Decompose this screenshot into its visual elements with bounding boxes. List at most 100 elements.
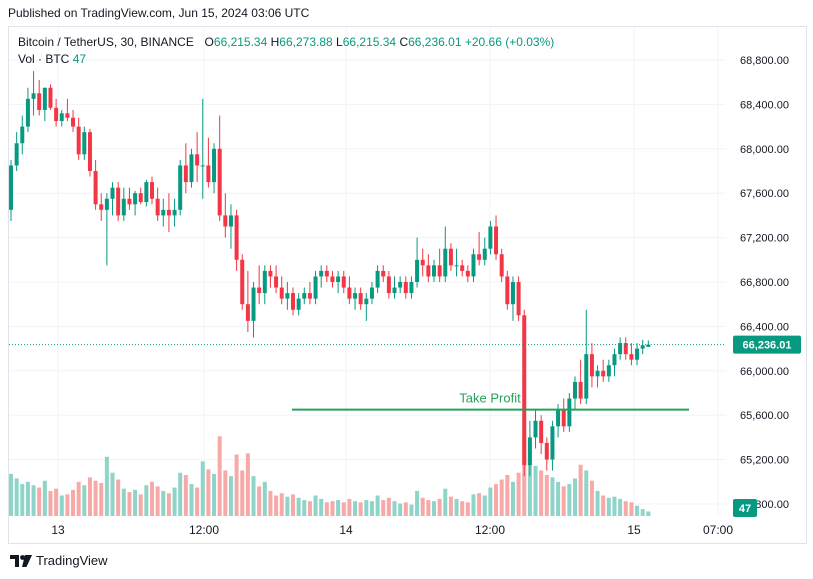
candle-body [212,148,217,183]
x-tick-label: 12:00 [189,523,219,537]
volume-bar [527,449,532,516]
candle-body [262,270,267,294]
candle-body [99,204,104,210]
volume-bar [319,498,324,516]
high-value: 66,273.88 [279,35,333,49]
volume-bar [426,500,431,516]
volume-bar [138,494,143,516]
candle-body [319,270,324,277]
candle-body [612,354,617,366]
open-key: O [204,35,214,49]
volume-bar [415,490,420,516]
candles [9,71,651,477]
candle-body [110,187,115,199]
volume-bar [183,475,188,516]
candle-body [307,293,312,299]
candle-body [279,287,284,299]
volume-bar [54,488,59,516]
candle-body [623,343,628,355]
volume-legend: Vol · BTC 47 [18,51,86,67]
volume-bar [601,495,606,516]
volume-bar [296,497,301,516]
candle-body [20,126,25,144]
volume-bar [257,486,262,516]
candle-body [420,259,425,266]
candle-body [369,287,374,299]
volume-bar [178,472,183,516]
candle-body [133,193,138,205]
candle-body [9,165,13,210]
candle-body [409,282,414,294]
last-price-tag-label: 66,236.01 [743,340,792,352]
candle-body [87,132,92,171]
take-profit-label: Take Profit [459,391,521,406]
candle-body [488,226,493,249]
candle-body [251,287,256,321]
volume-bar [646,511,651,516]
volume-bar [71,489,76,516]
volume-value: 47 [72,52,87,66]
candle-body [618,343,623,355]
volume-tag [733,499,757,517]
volume-tag-label: 47 [739,503,751,515]
volume-bar [25,481,30,516]
close-key: C [399,35,409,49]
axes: 68,800.00 68,400.00 68,000.00 67,600.00 67,2… [51,55,789,537]
volume-bar [448,496,453,516]
volume-bar [223,470,228,516]
candle-body [285,293,290,299]
candle-body [341,276,346,288]
y-tick-label: 66,400.00 [740,321,789,333]
chart-frame [8,26,807,544]
volume-bar [437,498,442,516]
volume-bar [443,488,448,516]
grid [9,27,726,516]
candle-body [437,265,442,277]
volume-bar [285,496,290,516]
candle-body [578,381,583,399]
volume-bar [42,480,47,516]
volume-bar [465,502,470,516]
candle-body [403,282,408,294]
y-tick-label: 66,000.00 [740,366,789,378]
volume-bar [31,485,36,516]
overlays: 66,236.01 47 Take Profit [9,335,801,517]
volume-bar [99,482,104,516]
last-price-tag [733,335,801,354]
candle-body [82,132,87,155]
candle-body [432,265,436,277]
candle-body [386,276,391,294]
volume-bar [234,454,239,516]
volume-bar [110,472,115,516]
candle-body [217,148,222,216]
volume-bar [358,502,363,516]
volume-bar [155,486,160,516]
volume-bar [432,501,436,516]
volume-bar [533,465,538,516]
candle-body [550,426,555,460]
volume-bar [494,484,499,516]
volume-bar [104,456,109,516]
volume-bar [307,501,312,516]
volume-bar [640,509,645,516]
y-tick-label: 68,800.00 [740,55,789,67]
volume-bar [324,502,329,516]
tradingview-logo[interactable]: TradingView [10,553,108,568]
candle-body [426,265,431,277]
y-tick-label: 68,000.00 [740,144,789,156]
candle-body [510,282,515,305]
candle-body [313,276,318,299]
symbol-label: Bitcoin / TetherUS, 30, BINANCE [18,35,194,49]
volume-bar [550,477,555,516]
candle-body [223,215,228,227]
candle-body [14,143,19,166]
candle-body [398,282,403,288]
candle-body [494,226,499,255]
candle-body [516,282,521,316]
candle-body [150,182,154,199]
volume-bar [268,490,273,516]
volume-bar [573,478,577,516]
candle-body [274,276,279,288]
candle-body [189,154,194,183]
